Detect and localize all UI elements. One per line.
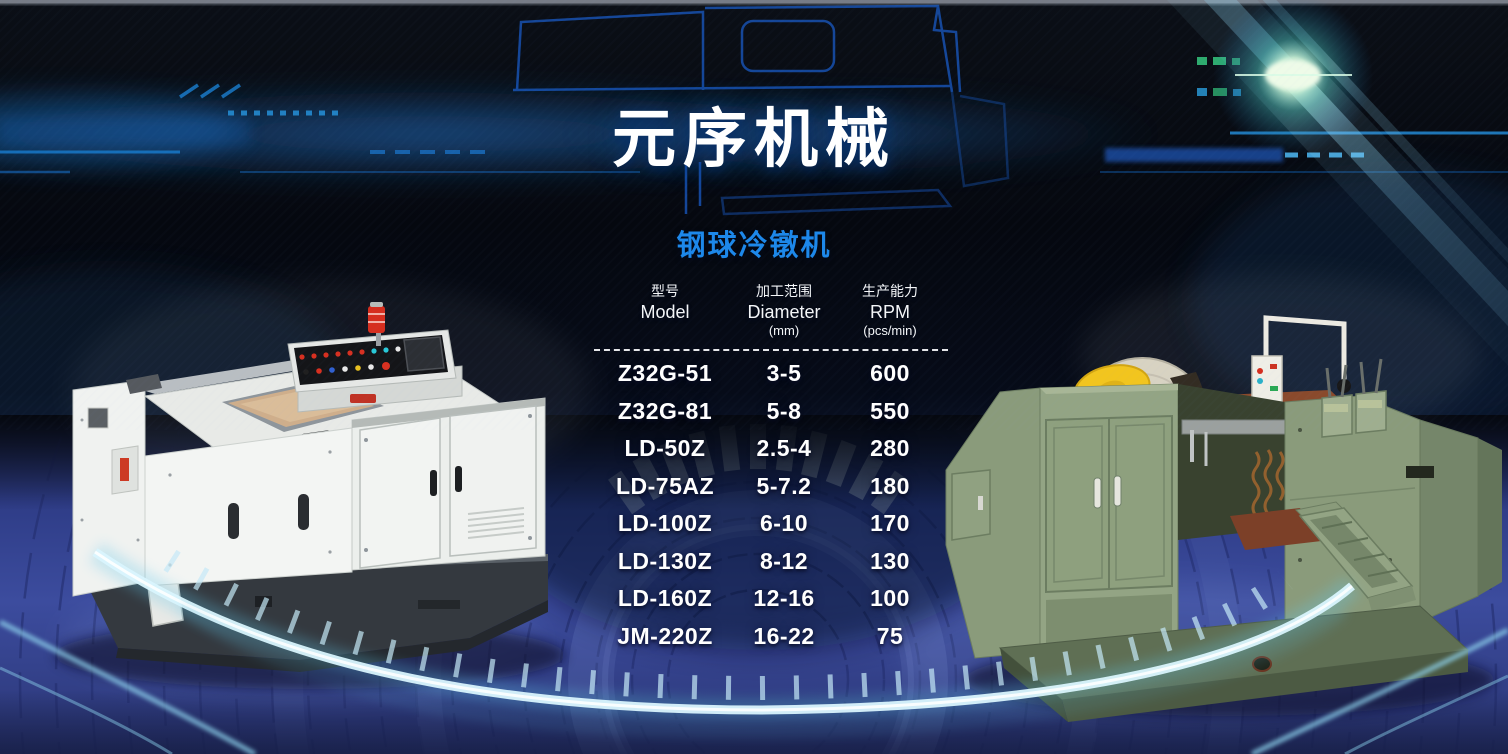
louver-vent: [467, 507, 525, 539]
cell-rpm: 280: [870, 435, 910, 462]
machinery-recess: [1178, 384, 1286, 540]
table-row: LD-75AZ 5-7.2 180: [594, 468, 948, 506]
cell-model: JM-220Z: [617, 622, 713, 649]
cell-diameter: 5-8: [766, 397, 802, 424]
header-model: 型号 Model: [594, 283, 736, 338]
console-buttons: [299, 345, 413, 375]
cabinet-door: [449, 405, 537, 557]
right-machine-left-wedge: [945, 387, 1041, 659]
cell-rpm: 100: [870, 585, 910, 612]
header-diameter-zh: 加工范围: [756, 283, 812, 299]
panel-handle: [298, 494, 309, 530]
cell-diameter: 5-7.2: [756, 472, 812, 499]
page-title: 元序机械: [612, 103, 896, 175]
table-row: LD-130Z 8-12 130: [594, 543, 948, 581]
cell-diameter: 8-12: [759, 547, 809, 574]
copper-coils: [1251, 449, 1285, 517]
corner-arc-left: [0, 619, 257, 754]
beacon-light: [368, 302, 385, 346]
section-subtitle: 钢球冷镦机: [676, 230, 832, 262]
header-model-en: Model: [640, 302, 690, 322]
left-machine-door-cabinet: [351, 397, 546, 571]
cell-rpm: 170: [870, 510, 910, 537]
door-handle: [1093, 477, 1102, 509]
cell-diameter: 2.5-4: [756, 435, 812, 462]
left-light-streaks: [0, 83, 700, 174]
cell-model: Z32G-51: [617, 360, 713, 387]
cell-diameter: 16-22: [753, 622, 815, 649]
cell-diameter: 6-10: [759, 510, 809, 537]
cell-model: LD-75AZ: [615, 472, 715, 499]
cell-rpm: 550: [870, 397, 910, 424]
right-machine-door-panel: [1039, 383, 1184, 653]
panel-handle: [228, 503, 239, 539]
header-rpm-en: RPM: [870, 302, 910, 322]
small-door: [951, 469, 991, 541]
tooling-posts: [1321, 358, 1387, 438]
left-machine-left-face: [72, 379, 146, 597]
spec-table: 型号 Model 加工范围 Diameter (mm) 生产能力 RPM (pc…: [594, 283, 948, 655]
table-row: LD-50Z 2.5-4 280: [594, 430, 948, 468]
cell-model: LD-100Z: [617, 510, 713, 537]
header-diameter-en: Diameter: [747, 302, 821, 322]
table-row: LD-100Z 6-10 170: [594, 505, 948, 543]
spec-table-header: 型号 Model 加工范围 Diameter (mm) 生产能力 RPM (pc…: [594, 283, 948, 338]
header-rpm-zh: 生产能力: [862, 283, 918, 299]
left-machine-console: [287, 329, 463, 413]
cell-diameter: 12-16: [753, 585, 815, 612]
cell-model: LD-50Z: [624, 435, 706, 462]
header-separator: [594, 349, 948, 351]
left-machine-front-panel: [144, 427, 353, 587]
console-screen: [403, 336, 445, 372]
cell-rpm: 600: [870, 360, 910, 387]
drive-shaft: [1181, 419, 1286, 435]
pendant-box: [1251, 355, 1283, 405]
cell-model: LD-160Z: [617, 585, 713, 612]
cell-rpm: 130: [870, 547, 910, 574]
glow-arcs: [0, 542, 1508, 754]
wireframe-machine-outline: [512, 4, 1010, 216]
door-handle: [1113, 475, 1122, 507]
cell-rpm: 75: [876, 622, 904, 649]
header-rpm: 生产能力 RPM (pcs/min): [832, 283, 948, 338]
header-rpm-unit: (pcs/min): [863, 323, 917, 338]
top-edge-strip: [0, 0, 1508, 6]
table-row: Z32G-51 3-5 600: [594, 355, 948, 393]
cell-rpm: 180: [870, 472, 910, 499]
discharge-chute: [1230, 501, 1416, 612]
header-model-unit: [594, 324, 736, 338]
corner-arc-right: [1250, 627, 1508, 754]
table-row: JM-220Z 16-22 75: [594, 618, 948, 656]
header-diameter-unit: (mm): [768, 323, 800, 338]
left-machine-illustration: [55, 280, 590, 689]
door-handle: [455, 466, 462, 492]
cell-diameter: 3-5: [766, 360, 802, 387]
cabinet-door: [359, 417, 441, 569]
cell-model: LD-130Z: [617, 547, 713, 574]
spec-rows: Z32G-51 3-5 600 Z32G-81 5-8 550 LD-50Z 2.5-4 280…: [594, 355, 948, 655]
header-model-zh: 型号: [651, 283, 679, 299]
table-row: Z32G-81 5-8 550: [594, 393, 948, 431]
control-pendant: [1251, 315, 1351, 405]
latch: [1406, 466, 1434, 478]
door-handle: [430, 470, 437, 496]
header-diameter: 加工范围 Diameter (mm): [736, 283, 832, 338]
table-row: LD-160Z 12-16 100: [594, 580, 948, 618]
cell-model: Z32G-81: [617, 397, 713, 424]
